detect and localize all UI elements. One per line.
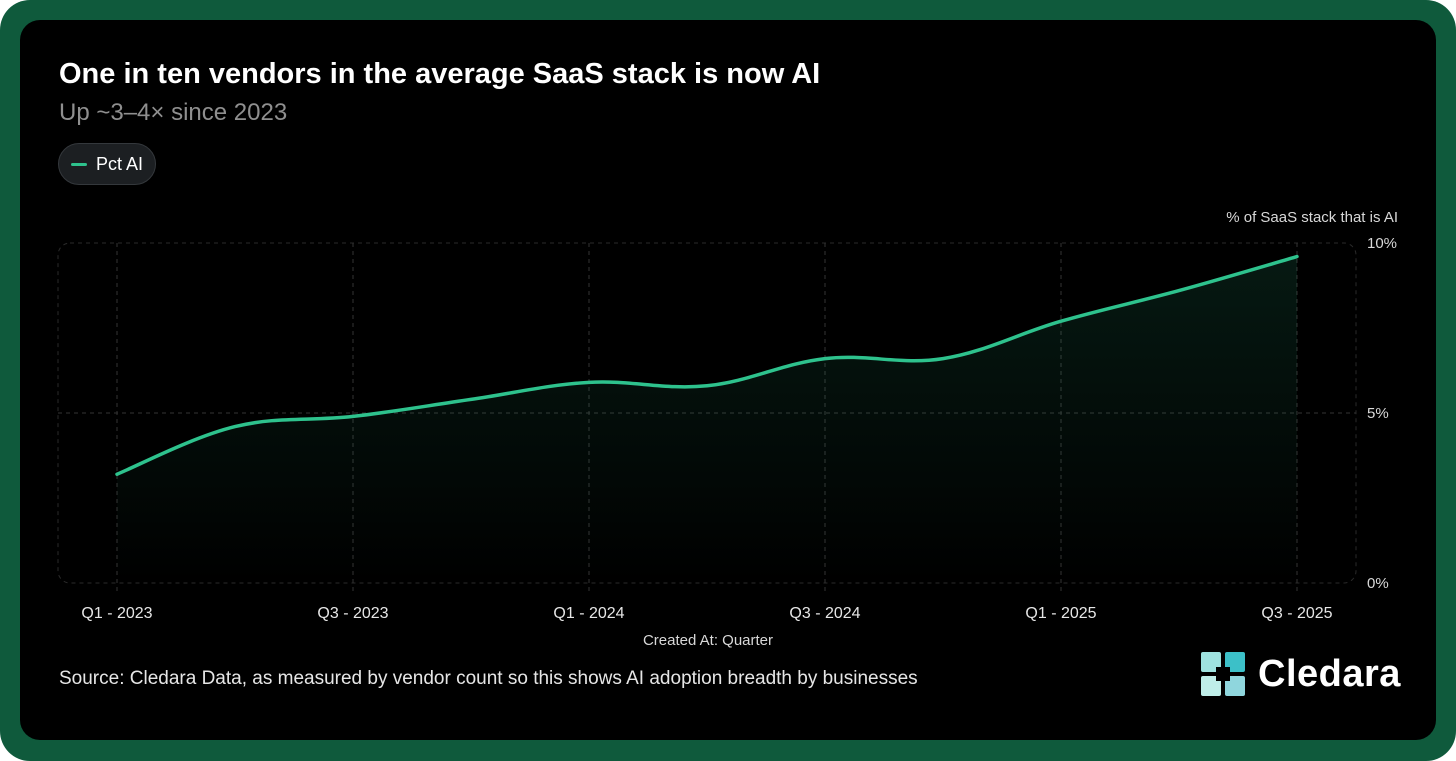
chart-title: One in ten vendors in the average SaaS s… [59,58,821,90]
legend-label: Pct AI [96,153,144,174]
brand-logo: Cledara [1200,651,1401,697]
x-tick-label: Q1 - 2024 [553,605,624,622]
x-axis-title: Created At: Quarter [643,632,773,649]
y-tick-label: 10% [1367,235,1397,252]
series-line-pct-ai [115,254,1299,476]
legend-item-pct-ai[interactable]: Pct AI [58,143,157,185]
source-note: Source: Cledara Data, as measured by ven… [59,668,918,689]
x-tick-label: Q3 - 2023 [317,605,388,622]
series-area-pct-ai [117,256,1297,583]
cledara-logo-icon [1201,652,1245,696]
x-tick-label: Q3 - 2024 [789,605,860,622]
y-axis-title: % of SaaS stack that is AI [1226,209,1398,226]
x-tick-label: Q1 - 2025 [1025,605,1096,622]
legend-swatch [71,162,87,166]
x-tick-label: Q3 - 2025 [1261,605,1332,622]
x-tick-label: Q1 - 2023 [81,605,152,622]
y-tick-label: 0% [1367,575,1389,592]
chart-subtitle: Up ~3–4× since 2023 [59,99,288,126]
y-tick-label: 5% [1367,405,1389,422]
brand-name: Cledara [1258,652,1401,695]
